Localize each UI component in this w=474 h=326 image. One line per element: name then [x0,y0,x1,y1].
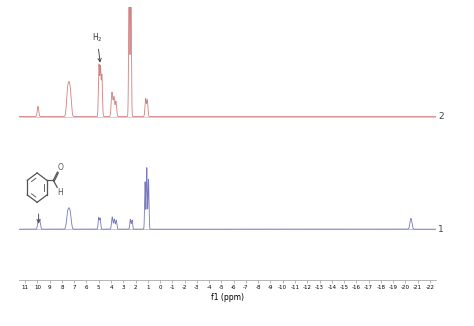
X-axis label: f1 (ppm): f1 (ppm) [211,293,244,302]
Text: 1: 1 [438,225,444,234]
Text: O: O [58,162,64,171]
Text: H: H [58,188,64,197]
Text: H$_2$: H$_2$ [92,31,102,62]
Text: 2: 2 [438,112,444,121]
